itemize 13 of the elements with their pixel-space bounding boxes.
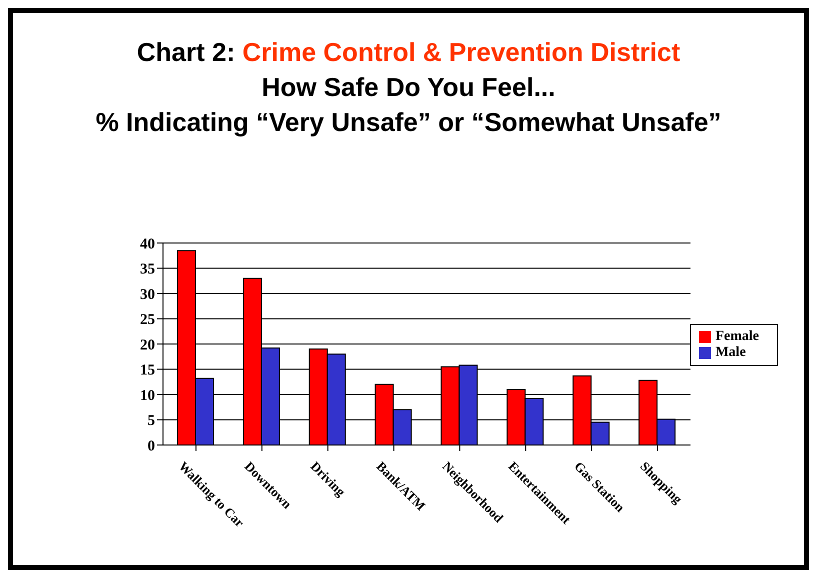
y-tick-label: 5 bbox=[148, 413, 155, 430]
legend-label: Male bbox=[715, 345, 746, 360]
y-tick-label: 15 bbox=[140, 362, 155, 379]
y-tick-label: 40 bbox=[140, 236, 155, 252]
y-tick-label: 30 bbox=[140, 286, 155, 303]
chart-subtitle: How Safe Do You Feel... % Indicating “Very Unsafe” or “Somewhat Unsafe” bbox=[94, 71, 722, 139]
y-tick-label: 35 bbox=[140, 262, 155, 278]
y-tick-label: 25 bbox=[140, 312, 155, 328]
y-tick-label: 20 bbox=[140, 337, 155, 354]
chart-title: Chart 2: Crime Control & Prevention District bbox=[136, 36, 682, 69]
y-tick-label: 0 bbox=[148, 438, 155, 454]
legend-label: Female bbox=[715, 329, 759, 344]
y-tick-label: 10 bbox=[140, 388, 155, 404]
